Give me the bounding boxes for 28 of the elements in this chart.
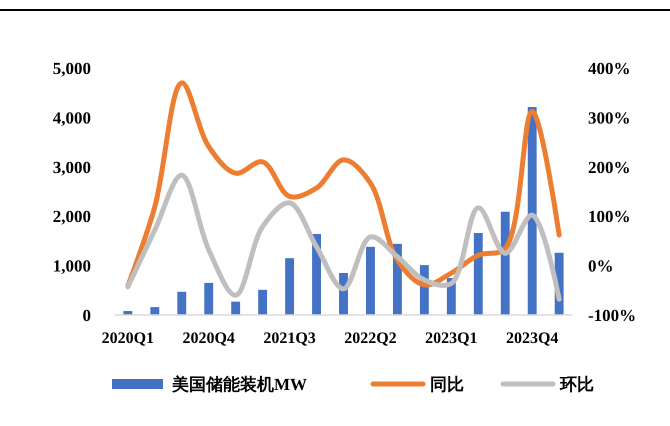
y-tick-label: 5,000 — [52, 58, 91, 78]
y2-tick-label: 300% — [588, 108, 630, 128]
x-tick-label: 2021Q3 — [263, 330, 316, 347]
x-tick-label: 2022Q2 — [344, 330, 397, 347]
y2-tick-label: 0% — [588, 256, 614, 276]
y-tick-label: 0 — [82, 306, 91, 325]
x-tick-label: 2023Q1 — [425, 330, 478, 347]
y2-tick-label: 100% — [588, 207, 630, 226]
x-tick-label: 2020Q1 — [102, 330, 154, 347]
x-tick-label: 2023Q4 — [506, 330, 558, 347]
y-tick-label: 2,000 — [52, 207, 91, 226]
legend-label: 美国储能装机MW — [171, 374, 308, 394]
y-tick-label: 1,000 — [52, 256, 91, 276]
y2-tick-label: 200% — [588, 158, 630, 177]
bar — [204, 282, 214, 315]
y-tick-label: 4,000 — [52, 108, 91, 128]
bar — [177, 292, 186, 315]
y-tick-label: 3,000 — [52, 158, 91, 177]
bar — [231, 302, 240, 315]
x-tick-label: 2020Q4 — [182, 330, 235, 347]
bar — [150, 307, 160, 315]
legend-label: 环比 — [559, 374, 594, 394]
bar — [258, 290, 268, 315]
legend-label: 同比 — [430, 374, 464, 394]
y2-tick-label: 400% — [588, 58, 630, 78]
y2-tick-label: -100% — [588, 306, 636, 325]
bar — [285, 258, 294, 315]
bar — [366, 246, 375, 315]
